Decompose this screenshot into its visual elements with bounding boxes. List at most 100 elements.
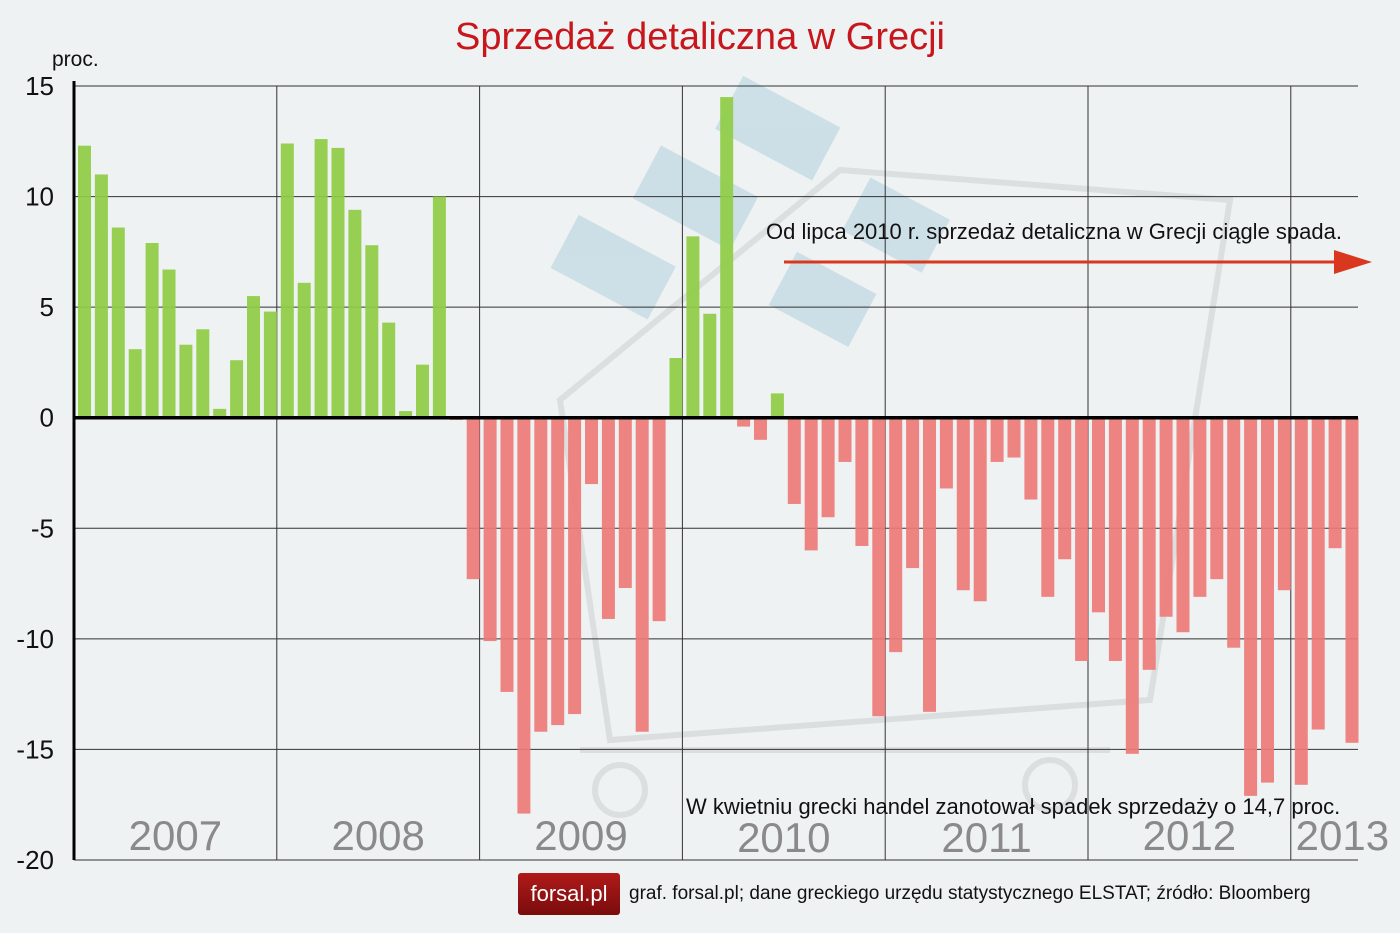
y-tick-label: -5 [31,513,54,543]
annotation-top: Od lipca 2010 r. sprzedaż detaliczna w G… [766,219,1342,244]
bar [1244,417,1258,796]
y-tick-label: 5 [40,292,54,322]
bar [669,358,683,418]
bar [585,417,598,485]
bar [703,313,717,418]
bar [635,417,649,732]
bar [990,417,1004,462]
bar [568,417,582,715]
bar [652,417,666,622]
bar [263,311,277,418]
bar [1328,417,1342,549]
bar [1159,417,1173,617]
year-label: 2008 [331,812,424,859]
footer: forsal.pl graf. forsal.pl; dane greckieg… [518,873,1311,915]
y-tick-label: 0 [40,403,54,433]
bar [382,322,396,418]
bar [601,417,615,619]
bar [1075,417,1089,661]
bar [162,269,176,418]
bar [1058,417,1072,560]
bar [196,329,210,418]
bar [787,417,801,504]
bar [737,417,751,427]
bar [1277,417,1291,591]
bar [500,417,514,692]
trend-arrow-head [1334,250,1372,274]
bar [720,97,734,418]
bar [923,417,936,712]
bar [466,417,480,580]
bar [872,417,886,717]
bar [517,417,531,814]
bar [1210,417,1224,580]
bar [145,243,159,418]
bar [1345,417,1359,743]
bar [754,417,767,440]
bar [1108,417,1122,661]
bar [1142,417,1156,670]
bar [939,417,953,489]
forsal-logo[interactable]: forsal.pl [518,873,620,915]
bar [247,296,260,418]
bar [78,145,91,418]
bar [838,417,852,462]
bar [973,417,987,602]
bar [94,174,108,418]
bar [297,282,311,418]
bar [906,417,920,569]
y-tick-label: -20 [16,845,54,875]
bar [1024,417,1038,500]
bar [1193,417,1207,597]
y-tick-label: 10 [25,182,54,212]
bar [1294,417,1308,785]
y-tick-label: -15 [16,734,54,764]
bar [348,209,362,418]
bar [1125,417,1139,754]
bar [855,417,869,546]
bar [1007,417,1021,458]
chart-title: Sprzedaż detaliczna w Grecji [455,16,945,58]
year-label: 2011 [941,814,1031,861]
bar [399,411,413,418]
bar [331,147,345,418]
bar [1261,417,1274,783]
bar [314,139,328,418]
year-label: 2009 [534,812,627,859]
bar [1227,417,1241,648]
y-tick-label: 15 [25,71,54,101]
bar [956,417,970,591]
year-label: 2010 [737,814,830,861]
year-label: 2007 [129,812,222,859]
bar [128,349,142,418]
bar [618,417,632,588]
bar [213,408,227,418]
bar [483,417,497,642]
annotation-bottom: W kwietniu grecki handel zanotował spade… [686,794,1341,819]
bar [1311,417,1325,730]
bar [416,364,429,418]
bar [1092,417,1105,613]
bar [770,393,784,418]
bar [179,344,193,418]
bar [1176,417,1190,633]
y-tick-label: -10 [16,624,54,654]
bar [280,143,294,418]
bar [111,227,125,418]
bar [534,417,548,732]
bar [804,417,818,551]
year-label: 2012 [1143,812,1236,859]
y-axis-unit-label: proc. [52,48,99,71]
bar [889,417,903,653]
bar [551,417,565,726]
bar [821,417,835,518]
bar [432,196,446,418]
source-text: graf. forsal.pl; dane greckiego urzędu s… [629,883,1311,904]
bar [365,245,379,418]
bar [1041,417,1055,597]
bar [686,236,700,418]
bar [230,360,244,418]
year-label: 2013 [1296,812,1389,859]
